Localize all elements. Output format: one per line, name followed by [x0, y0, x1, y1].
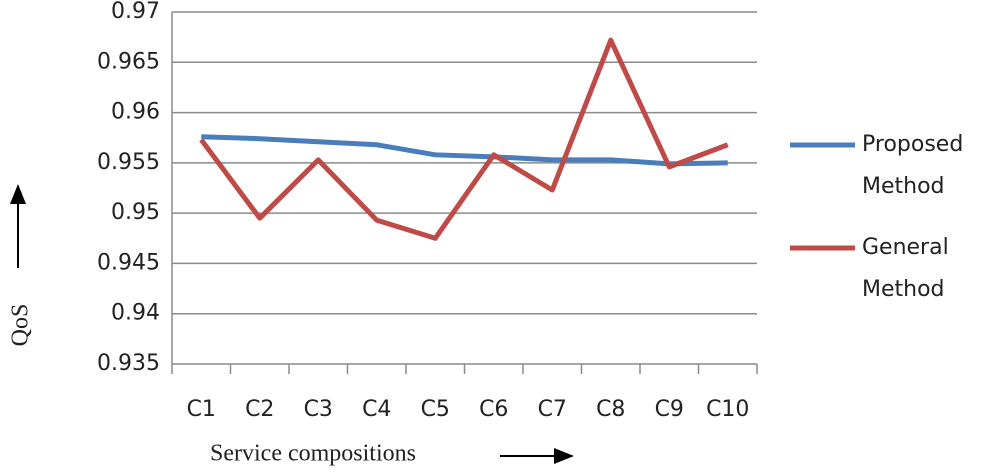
- y-tick-label: 0.97: [111, 0, 160, 24]
- x-tick-label: C1: [187, 397, 216, 422]
- y-tick-label: 0.94: [111, 301, 160, 326]
- y-tick-label: 0.95: [111, 200, 160, 225]
- y-tick-label: 0.935: [97, 351, 160, 376]
- y-tick-label: 0.945: [97, 250, 160, 275]
- x-tick-label: C10: [706, 397, 749, 422]
- x-tick-label: C3: [304, 397, 333, 422]
- x-axis-title: Service compositions: [210, 441, 416, 467]
- x-tick-label: C7: [538, 397, 567, 422]
- y-tick-label: 0.965: [97, 49, 160, 74]
- y-tick-label: 0.955: [97, 150, 160, 175]
- x-tick-label: C8: [596, 397, 625, 422]
- legend-label: Proposed Method: [862, 132, 963, 199]
- x-tick-label: C5: [421, 397, 450, 422]
- x-tick-label: C6: [479, 397, 508, 422]
- x-tick-label: C9: [655, 397, 684, 422]
- y-tick-label: 0.96: [111, 100, 160, 125]
- x-tick-label: C4: [362, 397, 391, 422]
- y-axis-title: QoS: [8, 304, 34, 347]
- series-line: [201, 134, 728, 167]
- legend-label: General Method: [862, 235, 949, 302]
- x-tick-label: C2: [245, 397, 274, 422]
- series-line: [199, 37, 729, 241]
